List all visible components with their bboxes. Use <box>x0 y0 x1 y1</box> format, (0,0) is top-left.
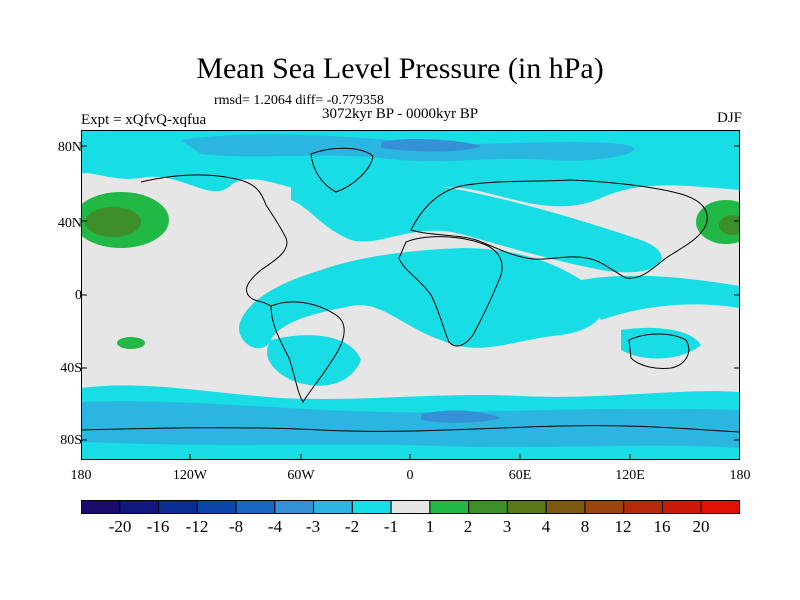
lon-label-180e: 180 <box>729 468 751 483</box>
period-label: 3072kyr BP - 0000kyr BP <box>322 106 479 122</box>
colorbar-box <box>313 500 353 514</box>
contour-indian-ocean <box>581 275 740 320</box>
colorbar-box <box>119 500 160 514</box>
lon-label-180w: 180 <box>70 468 92 483</box>
colorbar-label: -16 <box>146 517 170 536</box>
lat-label-80s: 80S <box>60 433 82 448</box>
colorbar-box <box>623 500 663 514</box>
colorbar-box <box>158 500 198 514</box>
coast-greenland <box>310 147 374 193</box>
coast-south-america <box>270 301 345 403</box>
coast-antarctica <box>81 425 740 433</box>
contour-fills <box>81 130 740 460</box>
colorbar-label: 20 <box>692 517 710 536</box>
colorbar-box <box>274 500 315 514</box>
colorbar-box <box>429 500 470 514</box>
colorbar-box <box>584 500 625 514</box>
colorbar-label: 3 <box>502 517 512 536</box>
colorbar-box <box>196 500 237 514</box>
colorbar-label: 1 <box>425 517 435 536</box>
colorbar-box <box>506 500 547 514</box>
axis-ticks <box>81 145 740 460</box>
coast-australia <box>628 333 690 369</box>
colorbar-box <box>390 500 431 514</box>
experiment-label: Expt = xQfvQ-xqfua <box>81 112 207 128</box>
lon-label-0: 0 <box>406 468 414 483</box>
contour-south-america <box>267 335 361 386</box>
lat-label-40s: 40S <box>60 361 82 376</box>
lon-label-60w: 60W <box>287 468 315 483</box>
contour-nh-band <box>291 176 662 273</box>
colorbar-box <box>545 500 586 514</box>
lon-label-120e: 120E <box>615 468 645 483</box>
colorbar <box>81 500 740 514</box>
coast-eurasia <box>410 179 708 279</box>
colorbar-label: -20 <box>108 517 132 536</box>
contour-arctic-core <box>381 139 481 152</box>
contour-north-pacific-high-core <box>85 207 141 237</box>
contour-southern-core <box>421 410 501 423</box>
colorbar-box <box>468 500 508 514</box>
colorbar-label: 8 <box>580 517 590 536</box>
colorbar-label: -3 <box>305 517 321 536</box>
colorbar-box <box>235 500 276 514</box>
colorbar-box <box>661 500 702 514</box>
pressure-map <box>81 130 740 460</box>
colorbar-label: 2 <box>463 517 473 536</box>
colorbar-label: -8 <box>228 517 244 536</box>
contour-south-pacific-blob <box>117 337 145 349</box>
rmsd-text: rmsd= 1.2064 diff= -0.779358 <box>214 93 384 108</box>
lon-label-60e: 60E <box>508 468 532 483</box>
colorbar-label: -12 <box>185 517 209 536</box>
lon-label-120w: 120W <box>172 468 208 483</box>
colorbar-label: 12 <box>614 517 632 536</box>
lat-label-40n: 40N <box>57 216 82 231</box>
coast-africa <box>398 236 503 347</box>
colorbar-label: 4 <box>541 517 551 536</box>
lat-label-80n: 80N <box>57 140 82 155</box>
colorbar-box <box>351 500 392 514</box>
colorbar-label: -2 <box>344 517 360 536</box>
season-label: DJF <box>716 110 742 126</box>
lat-label-eq: 0 <box>75 288 82 303</box>
colorbar-label: 16 <box>653 517 671 536</box>
colorbar-label: -1 <box>383 517 399 536</box>
colorbar-box <box>700 500 740 514</box>
contour-southern-ocean-dark <box>81 401 740 448</box>
coast-north-america <box>140 174 288 307</box>
contour-west-pacific-high-core <box>719 215 740 235</box>
map-title: Mean Sea Level Pressure (in hPa) <box>196 52 604 85</box>
coastlines <box>81 147 740 433</box>
contour-tropics <box>238 248 603 349</box>
colorbar-label: -4 <box>267 517 283 536</box>
colorbar-box <box>81 500 121 514</box>
